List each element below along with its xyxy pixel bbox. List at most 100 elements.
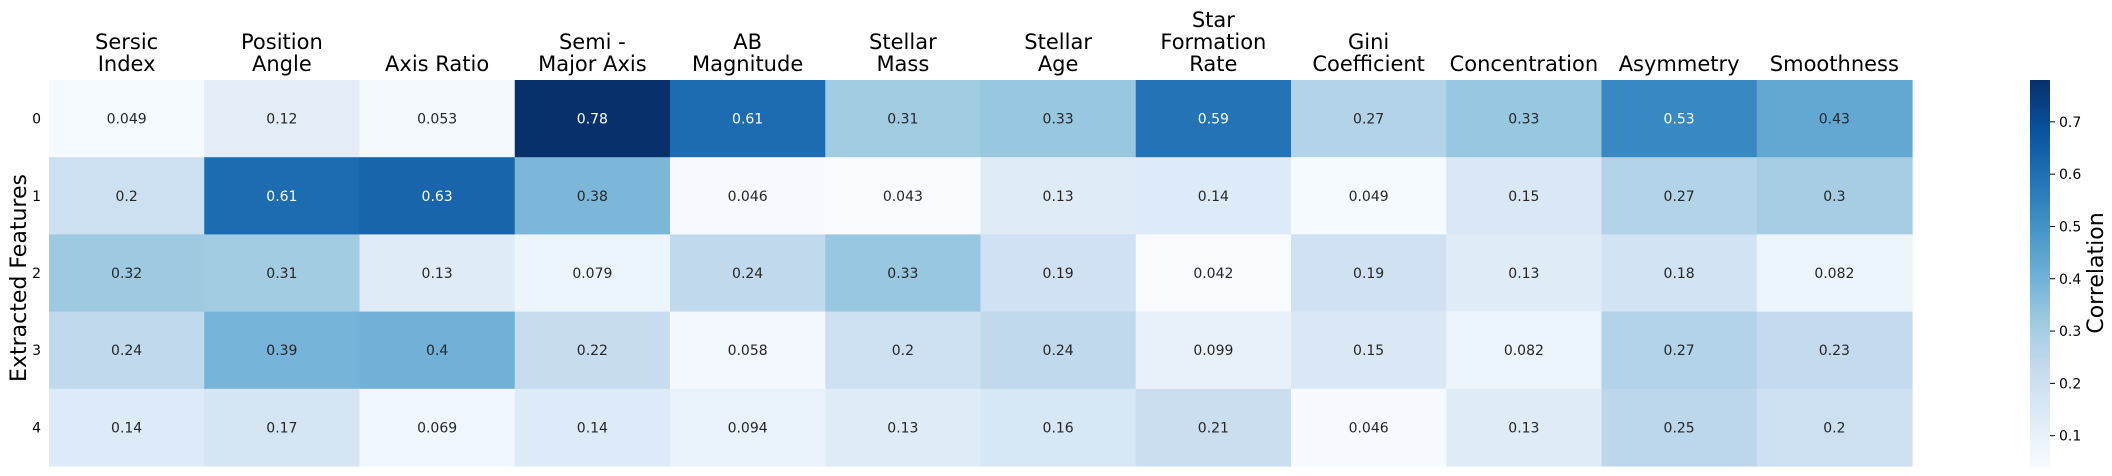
row-label: 2 <box>32 266 41 282</box>
cell-value-label: 0.046 <box>728 189 768 205</box>
cell-value-label: 0.17 <box>266 420 297 436</box>
heatmap-cell <box>980 157 1137 235</box>
cell-value-label: 0.2 <box>1823 420 1845 436</box>
column-label: Mass <box>876 52 929 76</box>
colorbar-tick-label: 0.1 <box>2059 429 2081 445</box>
heatmap-cell <box>825 234 982 313</box>
cell-value-label: 0.19 <box>1043 266 1074 282</box>
cell-value-label: 0.14 <box>577 420 608 436</box>
cell-value-label: 0.38 <box>577 189 608 205</box>
cell-value-label: 0.33 <box>1508 112 1539 128</box>
heatmap-cell <box>1135 388 1292 467</box>
heatmap-cell <box>980 80 1137 158</box>
column-label: Angle <box>252 52 312 76</box>
heatmap-cell <box>359 234 516 313</box>
column-label: Star <box>1192 8 1235 32</box>
heatmap-cell <box>1756 157 1913 235</box>
cell-value-label: 0.22 <box>577 343 608 359</box>
heatmap-cell <box>204 80 361 158</box>
cell-value-label: 0.21 <box>1198 420 1229 436</box>
column-label: Coefficient <box>1312 52 1425 76</box>
cell-value-label: 0.59 <box>1198 112 1229 128</box>
cell-value-label: 0.082 <box>1504 343 1544 359</box>
heatmap-cell <box>1601 311 1758 390</box>
cell-value-label: 0.15 <box>1508 189 1539 205</box>
heatmap-cell <box>670 157 826 235</box>
heatmap-cell <box>825 311 982 390</box>
cell-value-label: 0.12 <box>266 112 297 128</box>
cell-value-label: 0.13 <box>1043 189 1074 205</box>
cell-value-label: 0.094 <box>728 420 768 436</box>
cell-value-label: 0.13 <box>1508 420 1539 436</box>
cell-value-label: 0.31 <box>887 112 918 128</box>
cell-value-label: 0.27 <box>1664 189 1695 205</box>
cell-value-label: 0.14 <box>111 420 142 436</box>
colorbar-tick-label: 0.2 <box>2059 376 2081 392</box>
heatmap-cell <box>514 157 671 235</box>
column-label: Stellar <box>1024 30 1092 54</box>
cell-value-label: 0.78 <box>577 112 608 128</box>
heatmap-cell <box>514 80 671 158</box>
column-label: Asymmetry <box>1619 52 1740 76</box>
heatmap-cell <box>359 80 516 158</box>
column-label: Concentration <box>1450 52 1599 76</box>
column-label: AB <box>733 30 762 54</box>
heatmap-cell <box>1291 311 1447 390</box>
column-label: Axis Ratio <box>385 52 489 76</box>
heatmap-cell <box>1291 234 1447 313</box>
cell-value-label: 0.14 <box>1198 189 1229 205</box>
heatmap-cell <box>1756 234 1913 313</box>
heatmap-cell <box>825 388 982 467</box>
y-axis-title: Extracted Features <box>7 174 32 382</box>
heatmap-cell <box>514 388 671 467</box>
heatmap-cells: 0.049 0.12 0.053 0.78 0.61 0.31 0.33 0.59 0.27 0.… <box>49 80 1913 467</box>
heatmap-cell <box>514 311 671 390</box>
colorbar-tick-label: 0.4 <box>2059 272 2081 288</box>
row-labels: 0 1 2 3 4 <box>32 112 41 437</box>
row-label: 3 <box>32 343 41 359</box>
cell-value-label: 0.046 <box>1349 420 1389 436</box>
cell-value-label: 0.13 <box>1508 266 1539 282</box>
colorbar-tick-label: 0.5 <box>2059 219 2081 235</box>
heatmap-cell <box>670 80 826 158</box>
cell-value-label: 0.27 <box>1353 112 1384 128</box>
cell-value-label: 0.069 <box>417 420 457 436</box>
cell-value-label: 0.049 <box>107 112 147 128</box>
cell-value-label: 0.25 <box>1664 420 1695 436</box>
column-label: Stellar <box>869 30 937 54</box>
heatmap-cell <box>204 157 361 235</box>
colorbar-ticks: 0.1 0.2 0.3 0.4 0.5 0.6 0.7 <box>2050 115 2081 445</box>
heatmap-cell <box>204 311 361 390</box>
cell-value-label: 0.049 <box>1349 189 1389 205</box>
heatmap-cell <box>359 311 516 390</box>
cell-value-label: 0.3 <box>1823 189 1845 205</box>
colorbar-tick-label: 0.7 <box>2059 115 2081 131</box>
cell-value-label: 0.099 <box>1193 343 1233 359</box>
heatmap-cell <box>670 234 826 313</box>
heatmap-cell <box>359 388 516 467</box>
column-label: Magnitude <box>692 52 803 76</box>
cell-value-label: 0.19 <box>1353 266 1384 282</box>
column-label: Major Axis <box>538 52 647 76</box>
heatmap-cell <box>1291 157 1447 235</box>
column-label: Semi - <box>559 30 626 54</box>
heatmap-cell <box>1135 311 1292 390</box>
heatmap-cell <box>670 311 826 390</box>
cell-value-label: 0.33 <box>1043 112 1074 128</box>
heatmap-cell <box>204 388 361 467</box>
cell-value-label: 0.058 <box>728 343 768 359</box>
heatmap-cell <box>1446 311 1603 390</box>
colorbar-tick-label: 0.6 <box>2059 167 2081 183</box>
heatmap-cell <box>1601 157 1758 235</box>
heatmap-cell <box>980 388 1137 467</box>
cell-value-label: 0.4 <box>426 343 448 359</box>
heatmap-cell <box>1756 80 1913 158</box>
cell-value-label: 0.61 <box>732 112 763 128</box>
cell-value-label: 0.39 <box>266 343 297 359</box>
cell-value-label: 0.53 <box>1664 112 1695 128</box>
heatmap-cell <box>670 388 826 467</box>
cell-value-label: 0.31 <box>266 266 297 282</box>
heatmap-cell <box>204 234 361 313</box>
cell-value-label: 0.079 <box>572 266 612 282</box>
cell-value-label: 0.13 <box>887 420 918 436</box>
